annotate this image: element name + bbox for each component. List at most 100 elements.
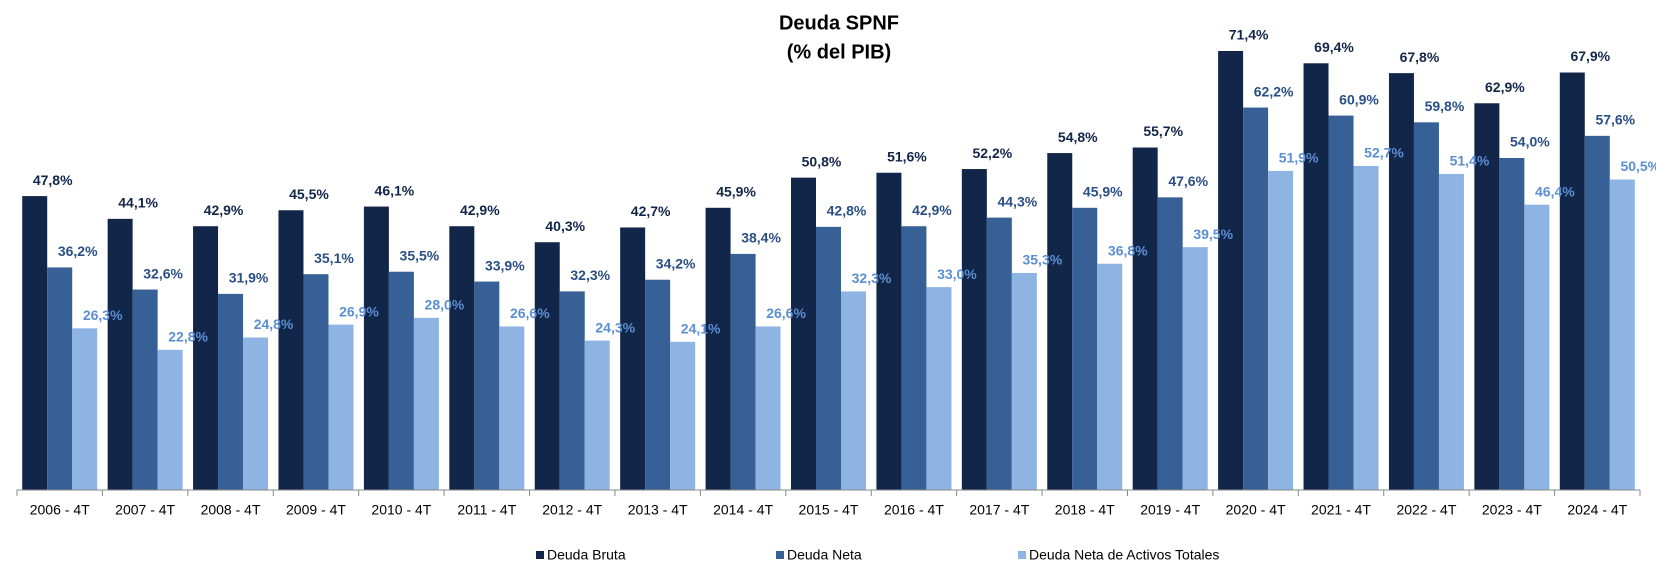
value-label: 42,9% [460,202,500,218]
bar [499,326,525,490]
bar [1243,107,1269,490]
value-label: 22,8% [168,329,208,345]
bar [22,196,48,490]
bar [243,337,269,490]
value-label: 44,1% [118,195,158,211]
x-tick-label: 2018 - 4T [1055,502,1115,518]
value-label: 51,9% [1279,150,1319,166]
bar [1353,165,1379,490]
legend-swatch [1018,551,1026,559]
value-label: 51,4% [1450,153,1490,169]
value-label: 36,2% [58,243,98,259]
value-label: 42,8% [827,203,867,219]
bar [1524,204,1550,490]
bar [474,281,500,490]
x-tick-label: 2007 - 4T [115,502,175,518]
bar [47,267,73,490]
bar [1328,115,1354,490]
value-label: 26,6% [510,305,550,321]
value-label: 47,6% [1168,173,1208,189]
value-label: 34,2% [656,255,696,271]
bar [1268,170,1294,490]
bar [388,271,414,490]
value-label: 32,3% [852,270,892,286]
bar [1047,153,1073,490]
bar [1474,103,1500,490]
value-label: 60,9% [1339,91,1379,107]
x-tick-label: 2021 - 4T [1311,502,1371,518]
bar [1609,179,1635,490]
bar [901,226,927,491]
bar [730,253,756,490]
chart-subtitle: (% del PIB) [787,41,891,63]
x-tick-label: 2016 - 4T [884,502,944,518]
x-tick-label: 2011 - 4T [457,502,516,518]
bar [1413,122,1439,490]
x-tick-label: 2010 - 4T [371,502,431,518]
value-label: 69,4% [1314,39,1354,55]
value-label: 24,3% [595,319,635,335]
value-label: 51,6% [887,148,927,164]
value-label: 52,2% [972,145,1012,161]
bar [1218,51,1244,490]
x-tick-label: 2019 - 4T [1140,502,1200,518]
bar [705,207,731,491]
value-label: 47,8% [33,172,73,188]
value-label: 42,9% [912,202,952,218]
legend-swatch [536,551,544,559]
value-label: 54,0% [1510,134,1550,150]
bar [876,172,902,490]
bar [755,326,781,490]
value-label: 28,0% [425,297,465,313]
bar [1584,135,1610,490]
value-label: 42,7% [631,203,671,219]
bar [670,341,696,490]
value-label: 38,4% [741,230,781,246]
bar [328,324,354,490]
value-label: 32,6% [143,265,183,281]
x-tick-label: 2024 - 4T [1567,502,1627,518]
bar [559,291,585,490]
bar [278,210,304,490]
bar [157,349,183,490]
value-label: 26,3% [83,307,123,323]
bar [1132,147,1158,490]
bar [1072,207,1098,491]
x-tick-label: 2008 - 4T [201,502,261,518]
value-label: 42,9% [204,202,244,218]
legend-swatch [776,551,784,559]
bar [363,206,389,490]
bar [132,289,158,490]
x-tick-label: 2006 - 4T [30,502,90,518]
value-label: 55,7% [1143,123,1183,139]
bar [816,226,841,490]
value-label: 24,8% [254,316,294,332]
value-label: 45,5% [289,186,329,202]
value-label: 62,2% [1254,83,1294,99]
x-tick-label: 2023 - 4T [1482,502,1542,518]
value-label: 35,1% [314,250,354,266]
value-label: 50,8% [802,153,842,169]
value-label: 33,9% [485,257,525,273]
legend-label: Deuda Neta [787,547,862,563]
x-tick-label: 2012 - 4T [542,502,602,518]
value-label: 46,4% [1535,183,1575,199]
value-label: 39,5% [1193,226,1233,242]
bar [926,287,952,490]
value-label: 40,3% [545,218,585,234]
value-label: 62,9% [1485,79,1525,95]
x-tick-label: 2009 - 4T [286,502,346,518]
value-label: 35,5% [400,247,440,263]
bar [1182,247,1208,490]
x-tick-label: 2017 - 4T [969,502,1029,518]
bar [1438,173,1464,491]
legend-label: Deuda Neta de Activos Totales [1029,547,1219,563]
bar [303,274,329,490]
value-label: 57,6% [1595,112,1635,128]
bar [1011,272,1037,490]
x-tick-label: 2015 - 4T [799,502,859,518]
bar [584,340,610,490]
bar [193,226,219,491]
bar [1303,63,1329,491]
